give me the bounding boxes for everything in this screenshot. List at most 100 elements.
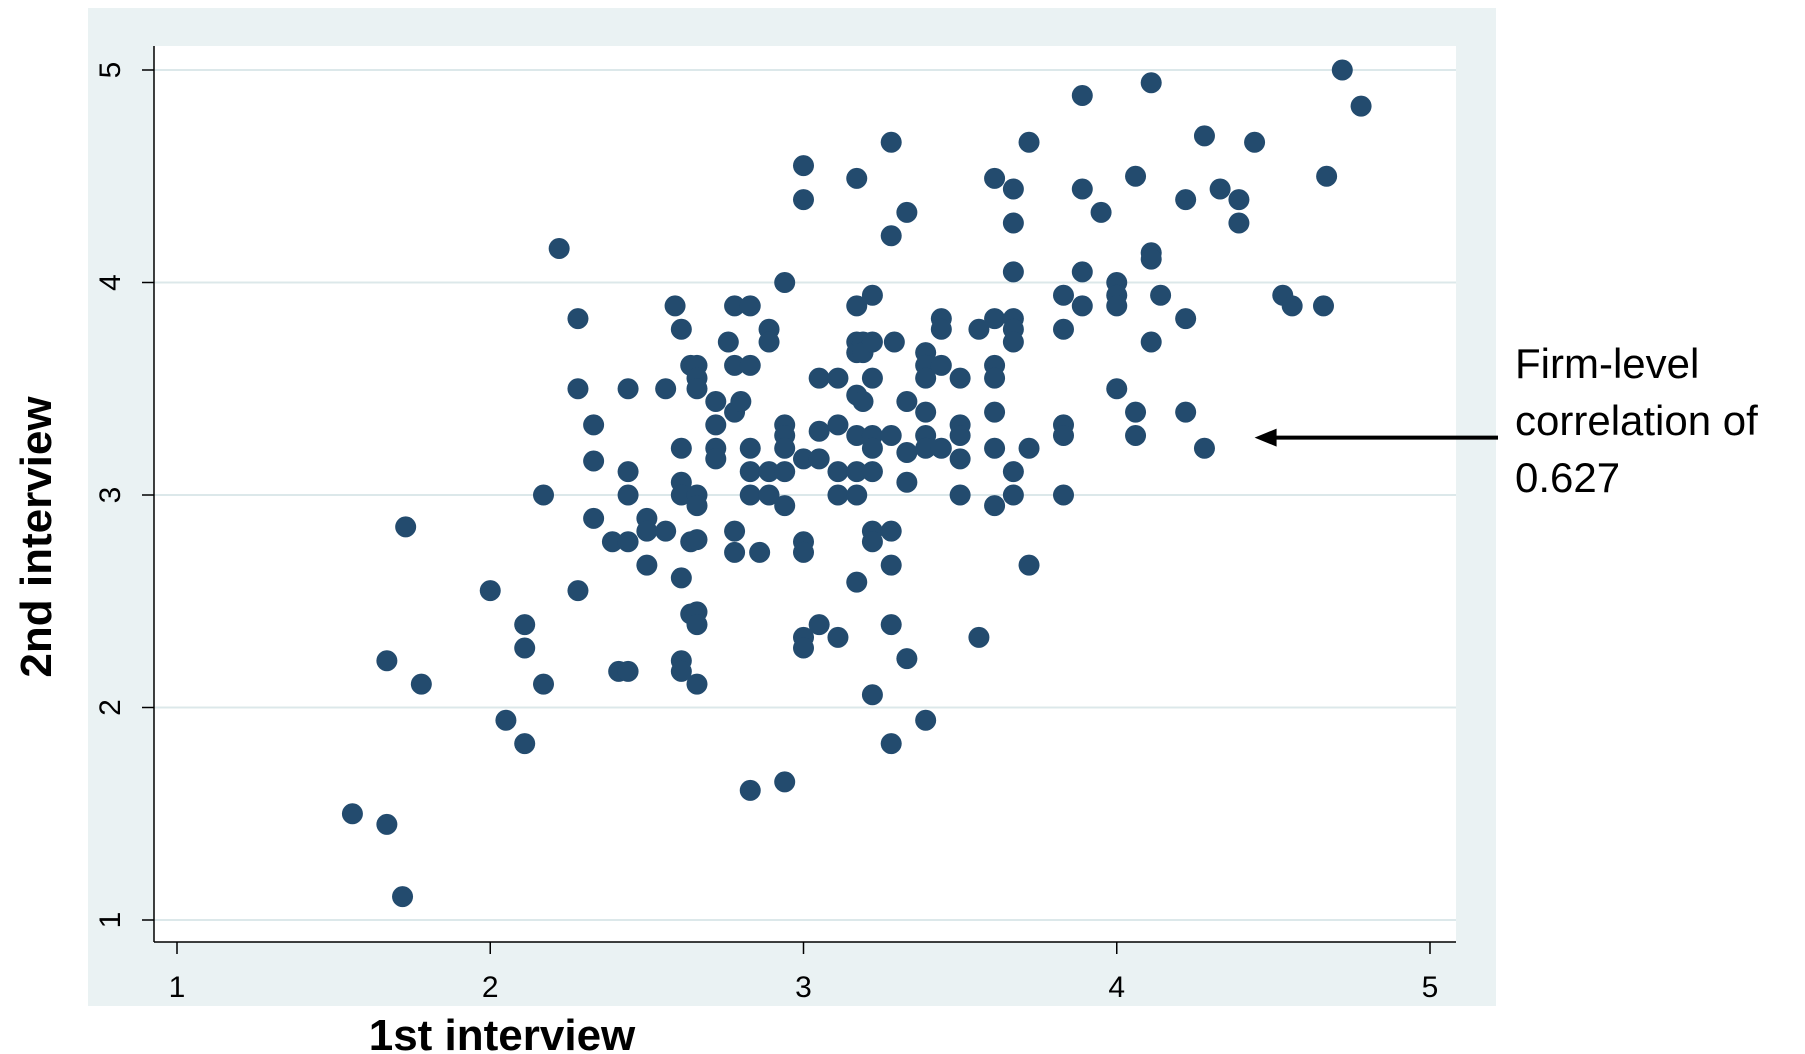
- y-tick-label: 1: [94, 912, 127, 929]
- data-point: [1228, 189, 1250, 211]
- data-point: [1125, 165, 1147, 187]
- data-point: [1175, 189, 1197, 211]
- data-point: [724, 541, 746, 563]
- data-point: [583, 414, 605, 436]
- data-point: [774, 272, 796, 293]
- data-point: [1002, 178, 1024, 200]
- data-point: [1281, 295, 1303, 317]
- x-axis-title: 1st interview: [369, 1011, 636, 1054]
- data-point: [968, 626, 990, 648]
- data-point: [1002, 331, 1024, 353]
- correlation-annotation: Firm-level correlation of 0.627: [1515, 340, 1758, 501]
- data-point: [861, 684, 883, 706]
- x-tick-label: 2: [482, 971, 499, 1004]
- data-point: [686, 495, 708, 517]
- data-point: [984, 367, 1006, 389]
- data-point: [1209, 178, 1231, 200]
- axes: [153, 46, 1456, 943]
- data-point: [567, 308, 589, 330]
- data-point: [827, 367, 849, 389]
- data-point: [758, 331, 780, 353]
- data-point: [846, 484, 868, 506]
- data-point: [567, 580, 589, 602]
- data-point: [827, 484, 849, 506]
- data-point: [1228, 212, 1250, 234]
- data-point: [1052, 284, 1074, 306]
- data-point: [1018, 554, 1040, 576]
- data-point: [1140, 248, 1162, 270]
- data-point: [1071, 295, 1093, 317]
- data-point: [880, 225, 902, 247]
- data-point: [739, 295, 761, 317]
- data-point: [583, 450, 605, 472]
- data-point: [1331, 59, 1353, 81]
- data-point: [896, 391, 918, 412]
- data-point: [915, 709, 937, 731]
- data-point: [774, 495, 796, 517]
- data-point: [880, 733, 902, 755]
- data-point: [1150, 284, 1172, 306]
- data-point: [808, 367, 830, 389]
- data-point: [949, 484, 971, 506]
- data-point: [1106, 295, 1128, 317]
- data-point: [808, 614, 830, 636]
- tick-marks: [142, 69, 1431, 954]
- y-tick-label: 4: [94, 274, 127, 291]
- data-point: [410, 673, 432, 695]
- data-point: [896, 442, 918, 463]
- data-point: [1090, 201, 1112, 223]
- data-point: [861, 437, 883, 459]
- data-point: [915, 401, 937, 423]
- data-point: [1052, 484, 1074, 506]
- data-point: [724, 520, 746, 542]
- data-point: [846, 167, 868, 189]
- data-point: [1052, 425, 1074, 446]
- data-point: [949, 425, 971, 446]
- data-point: [514, 637, 536, 659]
- data-point: [793, 637, 814, 659]
- data-point: [670, 567, 692, 589]
- x-tick-label: 4: [1108, 971, 1125, 1004]
- data-point: [808, 448, 830, 470]
- data-point: [852, 391, 874, 412]
- data-point: [896, 201, 918, 223]
- data-point: [827, 461, 849, 483]
- data-point: [617, 660, 639, 682]
- data-point: [827, 414, 849, 436]
- data-point: [341, 803, 363, 825]
- data-point: [793, 189, 814, 211]
- data-point: [739, 461, 761, 483]
- data-point: [749, 541, 771, 563]
- data-point: [617, 531, 639, 553]
- data-point: [1244, 131, 1266, 153]
- data-point: [758, 461, 780, 483]
- data-point: [376, 650, 398, 672]
- data-point: [984, 167, 1006, 189]
- data-point: [861, 367, 883, 389]
- data-point: [724, 295, 746, 317]
- data-point: [705, 391, 727, 412]
- data-point: [686, 378, 708, 400]
- data-point: [1193, 125, 1215, 147]
- data-point: [793, 155, 814, 177]
- data-point: [670, 318, 692, 340]
- data-points: [341, 59, 1372, 908]
- data-point: [705, 414, 727, 436]
- data-point: [846, 295, 868, 317]
- data-point: [880, 520, 902, 542]
- data-point: [896, 648, 918, 670]
- y-tick-label: 3: [94, 487, 127, 504]
- data-point: [739, 779, 761, 801]
- data-point: [984, 308, 1006, 330]
- data-point: [655, 520, 677, 542]
- data-point: [846, 571, 868, 593]
- data-point: [636, 520, 658, 542]
- data-point: [915, 437, 937, 459]
- gridlines: [154, 69, 1456, 921]
- data-point: [739, 437, 761, 459]
- data-point: [827, 626, 849, 648]
- data-point: [930, 354, 952, 376]
- data-point: [1125, 401, 1147, 423]
- data-point: [915, 367, 937, 389]
- data-point: [1002, 461, 1024, 483]
